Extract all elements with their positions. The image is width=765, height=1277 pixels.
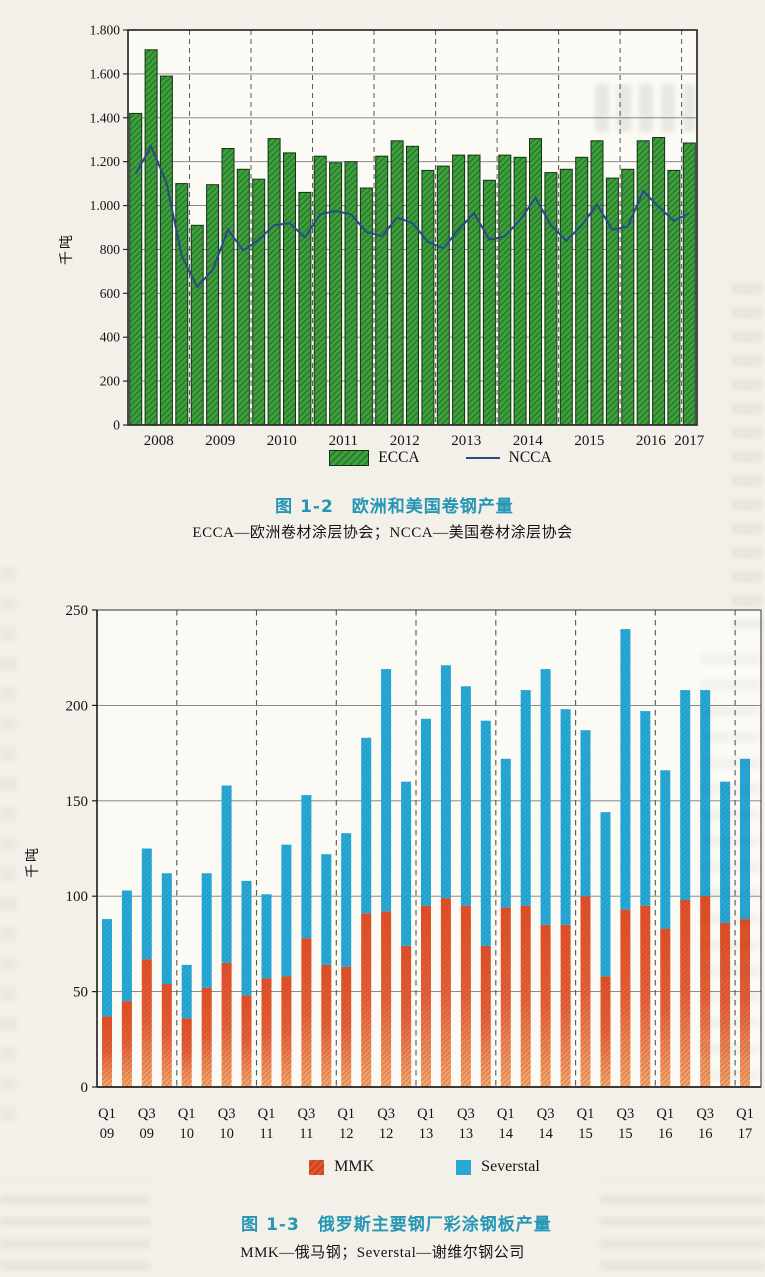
svg-text:10: 10 <box>219 1126 234 1142</box>
svg-text:600: 600 <box>100 286 121 301</box>
svg-text:2016: 2016 <box>636 433 667 449</box>
svg-text:Q3: Q3 <box>457 1106 475 1122</box>
svg-text:2012: 2012 <box>390 433 420 449</box>
stacked-bars <box>102 629 750 1087</box>
svg-text:1.800: 1.800 <box>90 23 121 38</box>
svg-text:150: 150 <box>66 794 89 810</box>
svg-text:Q1: Q1 <box>577 1106 595 1122</box>
figure-1-3-caption: 图 1-3 俄罗斯主要钢厂彩涂钢板产量 <box>241 1215 552 1235</box>
severstal-legend-swatch <box>456 1159 472 1175</box>
svg-text:14: 14 <box>538 1126 553 1142</box>
svg-text:15: 15 <box>578 1126 593 1142</box>
svg-text:09: 09 <box>140 1126 155 1142</box>
svg-text:16: 16 <box>698 1126 713 1142</box>
svg-text:Q1: Q1 <box>736 1106 754 1122</box>
mmk-legend-swatch <box>309 1159 325 1175</box>
svg-text:2009: 2009 <box>205 433 235 449</box>
bleed-through-artifact <box>0 560 16 1120</box>
svg-text:1.000: 1.000 <box>90 198 121 213</box>
svg-text:Q1: Q1 <box>497 1106 515 1122</box>
svg-text:Q1: Q1 <box>258 1106 276 1122</box>
y-axis-title: 千吨 <box>59 233 75 265</box>
svg-text:1.200: 1.200 <box>90 154 121 169</box>
svg-text:2013: 2013 <box>451 433 481 449</box>
figure-1-2-subcaption: ECCA—欧洲卷材涂层协会；NCCA—美国卷材涂层协会 <box>192 525 573 541</box>
svg-text:13: 13 <box>419 1126 434 1142</box>
chart-mmk-severstal: 050100150200250Q109Q309Q110Q310Q111Q311Q… <box>25 603 762 1142</box>
svg-text:14: 14 <box>499 1126 514 1142</box>
svg-text:250: 250 <box>66 603 89 619</box>
y-axis-labels: 0 50 100 150 200 250 <box>66 603 97 1096</box>
severstal-legend-label: Severstal <box>481 1158 540 1175</box>
svg-text:Q1: Q1 <box>656 1106 674 1122</box>
svg-text:0: 0 <box>81 1080 89 1096</box>
ecca-legend-swatch <box>329 450 370 466</box>
svg-text:200: 200 <box>100 374 121 389</box>
y-axis-labels: 0 200 400 600 800 1.000 1.200 1.400 1.600 1.800 <box>90 23 128 433</box>
svg-text:2010: 2010 <box>267 433 297 449</box>
mmk-legend-label: MMK <box>334 1158 375 1175</box>
svg-text:09: 09 <box>100 1126 115 1142</box>
svg-text:Q3: Q3 <box>138 1106 156 1122</box>
x-axis-quarter-labels: Q1 09 Q3 09 Q1 10 Q3 10 Q1 11 Q3 11 Q1 12 Q3 12 Q1 13 Q3 13… <box>98 1106 754 1142</box>
svg-text:Q1: Q1 <box>98 1106 116 1122</box>
figure-1-3-subcaption: MMK—俄马钢；Severstal—谢维尔钢公司 <box>240 1245 525 1261</box>
chart-ecca-ncca: 0 200 400 600 800 1.000 1.200 1.400 1.600 1.800 20… <box>59 23 705 450</box>
chart1-legend: ECCA NCCA <box>0 449 765 467</box>
svg-text:2017: 2017 <box>674 433 705 449</box>
svg-text:Q3: Q3 <box>537 1106 555 1122</box>
svg-text:15: 15 <box>618 1126 633 1142</box>
svg-text:12: 12 <box>379 1126 394 1142</box>
svg-text:800: 800 <box>100 242 121 257</box>
svg-text:1.600: 1.600 <box>90 66 121 81</box>
svg-text:11: 11 <box>260 1126 274 1142</box>
svg-text:2014: 2014 <box>513 433 544 449</box>
svg-text:200: 200 <box>66 698 89 714</box>
svg-text:100: 100 <box>66 889 89 905</box>
x-axis-year-labels: 2008 2009 2010 2011 2012 2013 2014 2015 2016 2017 <box>144 433 705 449</box>
svg-text:2011: 2011 <box>329 433 358 449</box>
ncca-legend-line <box>465 457 500 459</box>
svg-text:16: 16 <box>658 1126 673 1142</box>
svg-text:10: 10 <box>179 1126 194 1142</box>
svg-text:50: 50 <box>73 985 88 1001</box>
ncca-line <box>134 144 690 289</box>
ncca-legend-label: NCCA <box>508 449 552 466</box>
figure-1-2-caption: 图 1-2 欧洲和美国卷钢产量 <box>275 497 514 517</box>
year-separator-lines <box>189 30 683 425</box>
svg-text:2015: 2015 <box>574 433 604 449</box>
plot-border <box>127 29 698 426</box>
svg-text:Q3: Q3 <box>696 1106 714 1122</box>
svg-text:1.400: 1.400 <box>90 110 121 125</box>
svg-text:13: 13 <box>459 1126 474 1142</box>
chart2-legend: MMK Severstal <box>0 1158 765 1176</box>
svg-text:17: 17 <box>738 1126 753 1142</box>
svg-text:Q1: Q1 <box>337 1106 355 1122</box>
svg-text:Q1: Q1 <box>417 1106 435 1122</box>
svg-text:400: 400 <box>100 330 121 345</box>
svg-text:12: 12 <box>339 1126 354 1142</box>
svg-text:Q3: Q3 <box>298 1106 316 1122</box>
svg-text:0: 0 <box>113 418 120 433</box>
svg-text:2008: 2008 <box>144 433 174 449</box>
ecca-legend-label: ECCA <box>378 449 420 466</box>
svg-text:11: 11 <box>299 1126 313 1142</box>
svg-text:Q3: Q3 <box>617 1106 635 1122</box>
svg-text:Q3: Q3 <box>218 1106 236 1122</box>
svg-text:Q1: Q1 <box>178 1106 196 1122</box>
y-axis-title: 千吨 <box>25 846 41 878</box>
svg-text:Q3: Q3 <box>377 1106 395 1122</box>
